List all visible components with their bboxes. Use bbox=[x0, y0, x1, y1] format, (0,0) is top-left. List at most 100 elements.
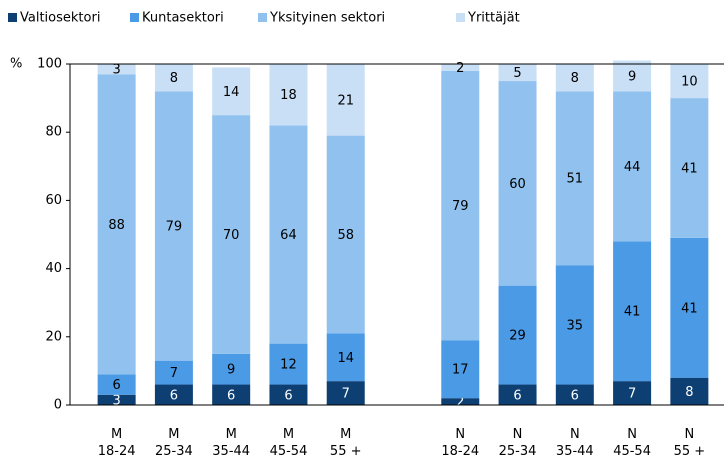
bar-segment bbox=[670, 98, 709, 238]
bar-segment bbox=[441, 340, 480, 399]
bar-segment bbox=[498, 64, 537, 82]
data-label: 8 bbox=[571, 71, 579, 86]
data-label: 64 bbox=[280, 228, 297, 243]
bar-segment bbox=[212, 353, 251, 385]
data-label: 6 bbox=[571, 388, 579, 403]
bar-segment bbox=[613, 381, 652, 405]
bar-segment bbox=[441, 64, 480, 71]
bar-segment bbox=[212, 115, 251, 354]
data-label: 6 bbox=[513, 388, 521, 403]
data-label: 8 bbox=[170, 71, 178, 86]
legend-swatch bbox=[130, 13, 139, 22]
legend-swatch bbox=[8, 13, 17, 22]
data-label: 58 bbox=[337, 228, 354, 243]
bar-segment bbox=[670, 377, 709, 405]
x-tick-label: M 45-54 bbox=[269, 427, 308, 459]
bar-segment bbox=[212, 384, 251, 405]
x-tick-label: N 55 + bbox=[673, 427, 706, 459]
bar-segment bbox=[269, 64, 308, 126]
data-label: 88 bbox=[108, 218, 125, 233]
bar-segment bbox=[498, 285, 537, 385]
y-tick-label: 100 bbox=[37, 57, 62, 72]
x-tick-label: M 35-44 bbox=[212, 427, 251, 459]
data-label: 18 bbox=[280, 88, 297, 103]
data-label: 7 bbox=[342, 387, 350, 402]
bar-segment bbox=[613, 60, 652, 92]
x-tick-label: M 55 + bbox=[329, 427, 362, 459]
bar-segment bbox=[326, 64, 365, 136]
data-label: 3 bbox=[112, 63, 120, 78]
data-label: 14 bbox=[223, 85, 240, 100]
data-label: 7 bbox=[628, 387, 636, 402]
data-label: 35 bbox=[567, 318, 584, 333]
bar-segment bbox=[498, 384, 537, 405]
legend-label: Yksityinen sektori bbox=[269, 11, 385, 26]
data-label: 9 bbox=[628, 69, 636, 84]
y-tick-label: 80 bbox=[45, 125, 62, 140]
y-tick-label: 60 bbox=[45, 193, 62, 208]
data-label: 3 bbox=[112, 393, 120, 408]
bar-segment bbox=[326, 333, 365, 382]
data-label: 60 bbox=[509, 177, 526, 192]
bar-segment bbox=[326, 381, 365, 405]
bar-segment bbox=[269, 125, 308, 344]
data-label: 17 bbox=[452, 363, 469, 378]
data-label: 21 bbox=[337, 93, 354, 108]
bar-segment bbox=[154, 91, 193, 361]
x-tick-label: N 35-44 bbox=[555, 427, 594, 459]
data-label: 6 bbox=[170, 388, 178, 403]
data-label: 41 bbox=[624, 305, 641, 320]
data-label: 9 bbox=[227, 363, 235, 378]
data-label: 79 bbox=[166, 219, 183, 234]
data-label: 70 bbox=[223, 228, 240, 243]
data-label: 12 bbox=[280, 358, 297, 373]
bar-segment bbox=[555, 384, 594, 405]
data-label: 14 bbox=[337, 351, 354, 366]
bar-segment bbox=[97, 64, 136, 75]
y-tick-label: 20 bbox=[45, 329, 62, 344]
bar-segment bbox=[498, 81, 537, 286]
data-label: 6 bbox=[284, 388, 292, 403]
bar-segment bbox=[555, 265, 594, 385]
bar-segment bbox=[441, 398, 480, 405]
x-tick-label: M 25-34 bbox=[155, 427, 193, 459]
bar-segment bbox=[670, 237, 709, 378]
legend-label: Valtiosektori bbox=[20, 11, 100, 26]
data-label: 41 bbox=[681, 162, 698, 177]
data-label: 2 bbox=[456, 61, 464, 76]
bar-segment bbox=[212, 67, 251, 116]
bar-segment bbox=[154, 64, 193, 92]
y-axis-label: % bbox=[10, 57, 22, 72]
bar-segment bbox=[154, 360, 193, 385]
data-label: 41 bbox=[681, 301, 698, 316]
data-label: 6 bbox=[227, 388, 235, 403]
legend-swatch bbox=[258, 13, 267, 22]
bar-segment bbox=[97, 74, 136, 375]
bar-segment bbox=[97, 374, 136, 395]
x-tick-label: N 45-54 bbox=[613, 427, 651, 459]
bar-segment bbox=[154, 384, 193, 405]
data-label: 29 bbox=[509, 329, 526, 344]
data-label: 10 bbox=[681, 75, 698, 90]
bar-segment bbox=[613, 91, 652, 242]
legend-label: Yrittäjät bbox=[467, 11, 520, 26]
bar-segment bbox=[613, 241, 652, 382]
data-label: 6 bbox=[112, 378, 120, 393]
bar-segment bbox=[269, 384, 308, 405]
x-tick-label: N 25-34 bbox=[498, 427, 537, 459]
legend-label: Kuntasektori bbox=[142, 11, 224, 26]
legend-swatch bbox=[456, 13, 465, 22]
x-tick-label: N 18-24 bbox=[441, 427, 480, 459]
y-tick-label: 0 bbox=[54, 398, 62, 413]
data-label: 8 bbox=[685, 385, 693, 400]
bar-segment bbox=[269, 343, 308, 385]
bar-segment bbox=[326, 135, 365, 334]
x-tick-label: M 18-24 bbox=[97, 427, 136, 459]
bar-segment bbox=[555, 64, 594, 92]
data-label: 7 bbox=[170, 366, 178, 381]
bar-segment bbox=[441, 70, 480, 341]
data-label: 51 bbox=[567, 172, 584, 187]
y-tick-label: 40 bbox=[45, 261, 62, 276]
